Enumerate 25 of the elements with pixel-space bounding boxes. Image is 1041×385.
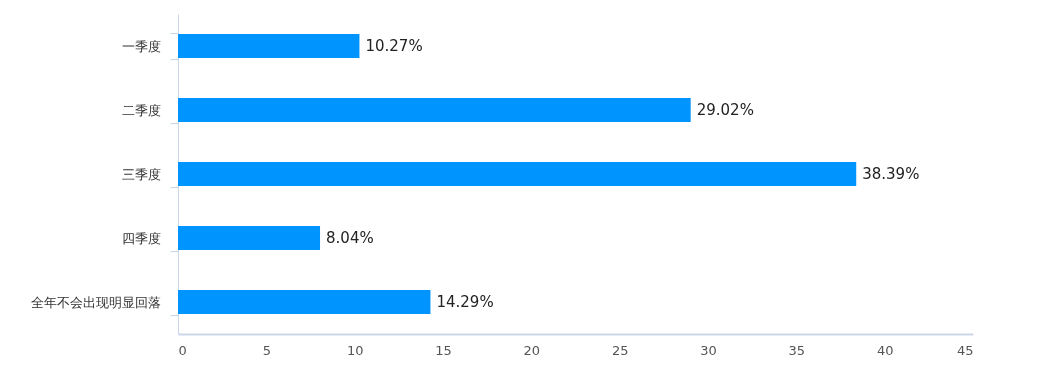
- y-tick-label: 二季度: [121, 102, 161, 118]
- data-label: 29.02%: [696, 101, 754, 119]
- bar: [178, 34, 360, 58]
- bar: [178, 290, 431, 314]
- data-label: 8.04%: [326, 229, 374, 247]
- x-tick-label: 0: [178, 342, 187, 358]
- x-tick-label: 45: [956, 342, 974, 358]
- bar: [178, 162, 857, 186]
- data-label: 10.27%: [365, 37, 423, 55]
- x-tick-label: 15: [435, 342, 452, 358]
- y-tick-label: 一季度: [121, 38, 161, 54]
- y-tick-label: 全年不会出现明显回落: [30, 294, 161, 310]
- data-label: 14.29%: [436, 293, 494, 311]
- y-tick-label: 三季度: [121, 166, 161, 182]
- x-tick-label: 20: [523, 342, 541, 358]
- bar: [178, 98, 691, 122]
- bar: [178, 226, 321, 250]
- x-tick-label: 35: [788, 342, 806, 358]
- y-tick-label: 四季度: [121, 230, 161, 246]
- x-tick-label: 40: [876, 342, 894, 358]
- x-tick-label: 10: [346, 342, 364, 358]
- data-label: 38.39%: [862, 165, 920, 183]
- x-tick-label: 5: [262, 342, 271, 358]
- x-tick-label: 30: [700, 342, 717, 358]
- x-tick-label: 25: [611, 342, 629, 358]
